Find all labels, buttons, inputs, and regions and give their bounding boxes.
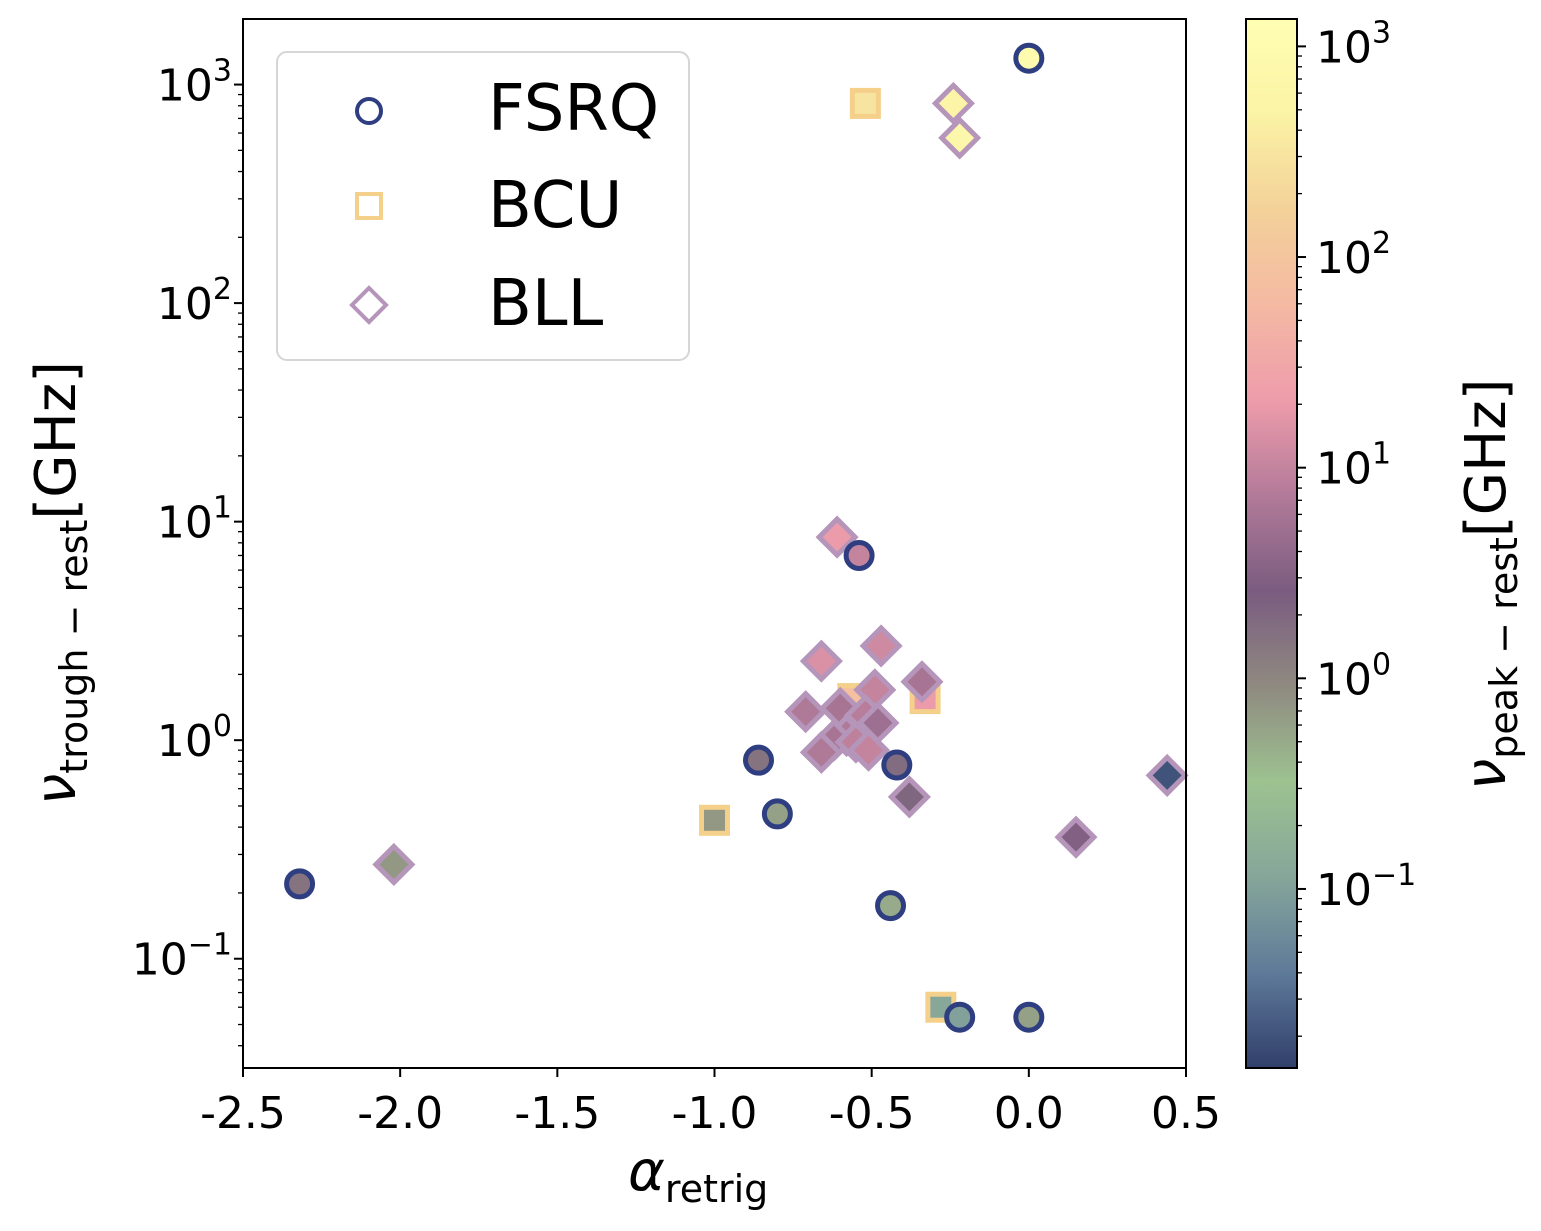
- y-tick-label: 10−1: [132, 928, 232, 986]
- x-tick-label: -2.0: [357, 1088, 443, 1139]
- point-bll: [1145, 753, 1189, 797]
- point-fsrq: [1013, 1001, 1045, 1033]
- x-tick-label: 0.5: [1151, 1088, 1221, 1139]
- colorbar: [1245, 18, 1298, 1069]
- x-tick-label: -2.5: [200, 1088, 286, 1139]
- y-tick-label: 103: [157, 54, 232, 112]
- point-bll: [846, 728, 891, 772]
- y-tick-label: 102: [157, 272, 232, 330]
- colorbar-label: νpeak − rest[GHz]: [1454, 378, 1526, 790]
- colorbar-tick-label: 101: [1316, 437, 1391, 495]
- y-axis-label: νtrough − rest[GHz]: [24, 361, 96, 805]
- legend: FSRQ BCU BLL: [276, 51, 690, 361]
- point-fsrq: [284, 868, 316, 900]
- legend-marker-fsrq: [355, 97, 383, 125]
- point-bll: [938, 116, 982, 160]
- legend-marker-bll: [349, 285, 389, 325]
- legend-label-bcu: BCU: [488, 169, 622, 243]
- point-bll: [900, 660, 944, 704]
- y-tick-label: 101: [157, 491, 232, 549]
- colorbar-tick-label: 10−1: [1316, 858, 1416, 916]
- point-fsrq: [1013, 42, 1045, 74]
- colorbar-tick-label: 102: [1316, 226, 1391, 284]
- point-fsrq: [881, 749, 913, 781]
- y-tick-label: 100: [157, 709, 232, 767]
- point-fsrq: [875, 890, 907, 922]
- plot-frame: [242, 18, 1187, 1069]
- x-axis-ticks: -2.5 -2.0 -1.5 -1.0 -0.5 0.0 0.5: [200, 1068, 1221, 1139]
- legend-box: [276, 51, 690, 361]
- point-bll: [815, 515, 859, 559]
- colorbar-tick-label: 103: [1316, 15, 1391, 73]
- x-tick-label: -1.0: [672, 1088, 758, 1139]
- point-bll: [784, 690, 828, 734]
- point-bll: [859, 624, 903, 668]
- x-tick-label: 0.0: [994, 1088, 1064, 1139]
- point-bll: [887, 775, 931, 819]
- point-bll: [1054, 815, 1098, 859]
- y-axis-ticks: 10−1 100 101 102 103: [132, 54, 243, 1047]
- data-points: [284, 42, 1189, 1033]
- colorbar-ticks: 10−1 100 101 102 103: [1297, 15, 1416, 1037]
- x-axis-label: αretrig: [628, 1139, 768, 1211]
- point-fsrq: [843, 539, 875, 571]
- colorbar-tick-label: 100: [1316, 647, 1391, 705]
- x-tick-label: -0.5: [829, 1088, 915, 1139]
- point-bll: [372, 842, 416, 886]
- legend-label-fsrq: FSRQ: [488, 72, 659, 146]
- point-bll: [799, 639, 843, 683]
- point-fsrq: [743, 744, 775, 776]
- point-bll: [799, 730, 843, 774]
- point-fsrq: [944, 1001, 976, 1033]
- point-bcu: [849, 87, 881, 119]
- legend-label-bll: BLL: [488, 267, 604, 341]
- point-fsrq: [761, 798, 793, 830]
- legend-marker-bcu: [355, 192, 383, 220]
- point-bcu: [699, 804, 730, 836]
- x-tick-label: -1.5: [514, 1088, 600, 1139]
- point-bll: [931, 81, 975, 125]
